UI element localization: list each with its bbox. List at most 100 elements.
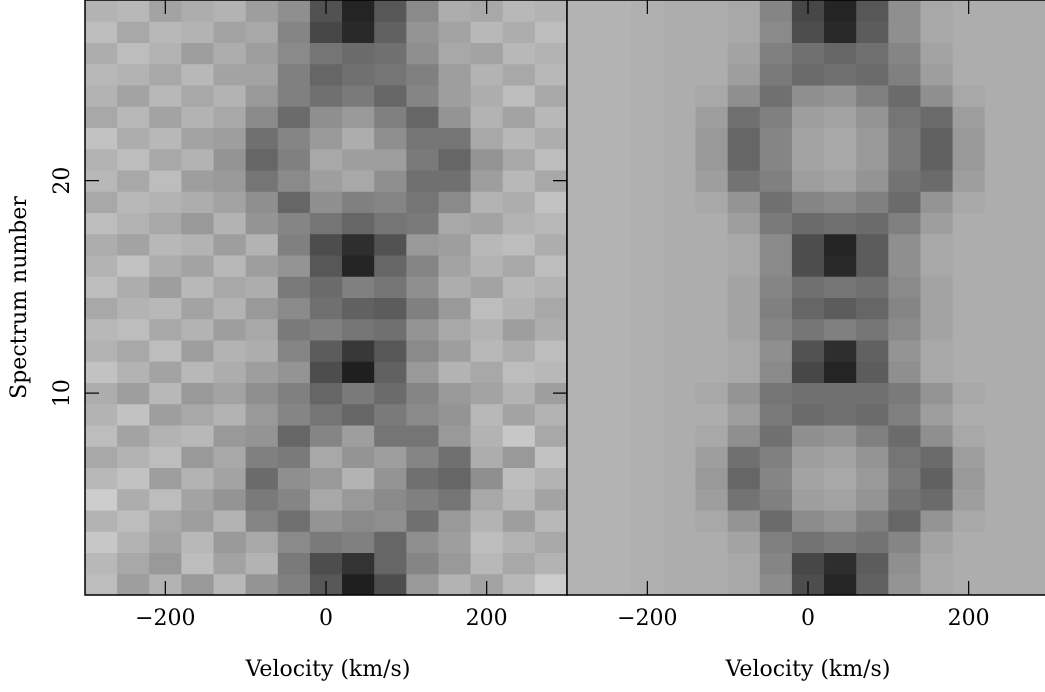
heatmap-cell bbox=[85, 21, 118, 43]
heatmap-cell bbox=[695, 361, 729, 383]
heatmap-cell bbox=[663, 85, 697, 107]
heatmap-cell bbox=[952, 531, 986, 553]
x-tick-label: −200 bbox=[617, 606, 677, 631]
heatmap-cell bbox=[85, 0, 118, 22]
heatmap-cell bbox=[727, 446, 761, 468]
heatmap-cell bbox=[502, 552, 536, 575]
heatmap-cell bbox=[149, 106, 182, 128]
heatmap-cell bbox=[984, 276, 1018, 298]
heatmap-cell bbox=[277, 340, 311, 362]
heatmap-cell bbox=[695, 510, 729, 532]
heatmap-cell bbox=[406, 233, 439, 256]
heatmap-cell bbox=[438, 212, 472, 235]
heatmap-cell bbox=[117, 85, 150, 107]
heatmap-cell bbox=[599, 318, 632, 341]
heatmap-cell bbox=[631, 297, 664, 320]
heatmap-cell bbox=[502, 63, 536, 86]
heatmap-cell bbox=[952, 148, 986, 171]
heatmap-cell bbox=[727, 403, 761, 426]
heatmap-cell bbox=[406, 467, 439, 490]
heatmap-cell bbox=[534, 255, 568, 277]
heatmap-cell bbox=[599, 361, 632, 383]
heatmap-cell bbox=[502, 21, 536, 43]
heatmap-cell bbox=[727, 361, 761, 383]
heatmap-cell bbox=[856, 340, 889, 362]
heatmap-cell bbox=[856, 191, 889, 213]
heatmap-cell bbox=[888, 106, 921, 128]
heatmap-cell bbox=[824, 191, 857, 213]
heatmap-cell bbox=[984, 297, 1018, 320]
heatmap-cell bbox=[245, 170, 279, 192]
heatmap-cell bbox=[824, 382, 857, 405]
heatmap-cell bbox=[759, 552, 793, 575]
heatmap-cell bbox=[374, 127, 407, 150]
heatmap-cell bbox=[727, 170, 761, 192]
heatmap-cell bbox=[85, 403, 118, 426]
heatmap-cell bbox=[117, 276, 150, 298]
heatmap-cell bbox=[502, 85, 536, 107]
heatmap-cell bbox=[181, 170, 215, 192]
heatmap-cell bbox=[213, 446, 247, 468]
heatmap-cell bbox=[117, 42, 150, 65]
heatmap-cell bbox=[1016, 191, 1045, 213]
heatmap-cell bbox=[631, 42, 664, 65]
heatmap-cell bbox=[567, 170, 600, 192]
heatmap-cell bbox=[181, 63, 215, 86]
heatmap-cell bbox=[920, 467, 954, 490]
heatmap-cell bbox=[824, 212, 857, 235]
heatmap-cell bbox=[567, 21, 600, 43]
heatmap-cell bbox=[663, 531, 697, 553]
heatmap-cell bbox=[599, 148, 632, 171]
heatmap-cell bbox=[534, 382, 568, 405]
heatmap-cell bbox=[245, 212, 279, 235]
heatmap-cell bbox=[470, 488, 504, 511]
heatmap-cell bbox=[567, 446, 600, 468]
heatmap-cell bbox=[342, 21, 375, 43]
heatmap-cell bbox=[567, 191, 600, 213]
heatmap-cell bbox=[888, 297, 921, 320]
heatmap-cell bbox=[374, 488, 407, 511]
heatmap-cell bbox=[888, 403, 921, 426]
heatmap-cell bbox=[791, 127, 825, 150]
heatmap-cell bbox=[502, 382, 536, 405]
heatmap-cell bbox=[245, 21, 279, 43]
heatmap-cell bbox=[534, 297, 568, 320]
heatmap-cell bbox=[85, 85, 118, 107]
heatmap-cell bbox=[631, 510, 664, 532]
heatmap-cell bbox=[309, 467, 343, 490]
heatmap-cell bbox=[727, 488, 761, 511]
heatmap-cell bbox=[727, 318, 761, 341]
heatmap-cell bbox=[470, 361, 504, 383]
heatmap-cell bbox=[470, 42, 504, 65]
heatmap-cell bbox=[759, 467, 793, 490]
heatmap-cell bbox=[502, 573, 536, 596]
heatmap-cell bbox=[567, 106, 600, 128]
heatmap-cell bbox=[85, 573, 118, 596]
heatmap-cell bbox=[181, 276, 215, 298]
heatmap-cell bbox=[984, 21, 1018, 43]
heatmap-cell bbox=[470, 467, 504, 490]
heatmap-cell bbox=[438, 573, 472, 596]
heatmap-cell bbox=[213, 191, 247, 213]
heatmap-cell bbox=[759, 446, 793, 468]
heatmap-cell bbox=[534, 318, 568, 341]
heatmap-cell bbox=[534, 21, 568, 43]
heatmap-cell bbox=[117, 467, 150, 490]
heatmap-cell bbox=[406, 21, 439, 43]
heatmap-cell bbox=[149, 467, 182, 490]
heatmap-cell bbox=[534, 276, 568, 298]
heatmap-cell bbox=[85, 233, 118, 256]
heatmap-cell bbox=[727, 0, 761, 22]
heatmap-cell bbox=[85, 63, 118, 86]
heatmap-cell bbox=[277, 21, 311, 43]
heatmap-cell bbox=[117, 382, 150, 405]
heatmap-cell bbox=[567, 403, 600, 426]
heatmap-cell bbox=[1016, 63, 1045, 86]
heatmap-cell bbox=[727, 127, 761, 150]
heatmap-cell bbox=[920, 297, 954, 320]
heatmap-cell bbox=[791, 510, 825, 532]
heatmap-cell bbox=[791, 318, 825, 341]
heatmap-cell bbox=[309, 510, 343, 532]
heatmap-cell bbox=[534, 403, 568, 426]
heatmap-cell bbox=[277, 573, 311, 596]
